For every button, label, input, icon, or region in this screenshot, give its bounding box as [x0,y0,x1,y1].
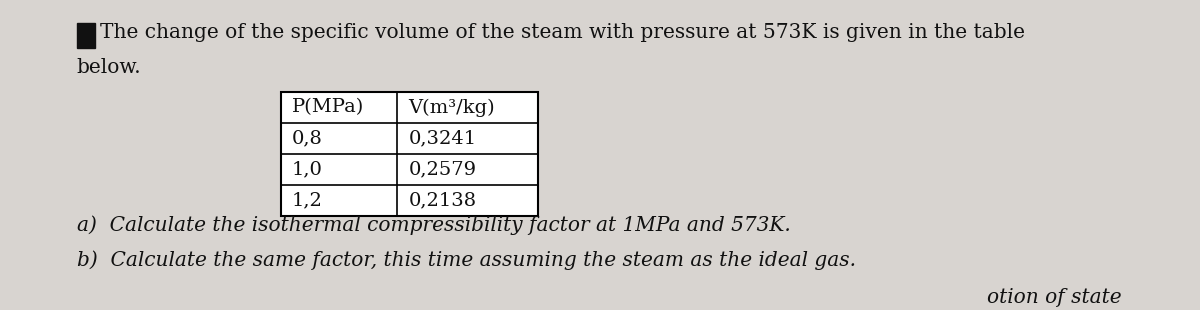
Text: 1,0: 1,0 [292,160,323,178]
Text: V(m³/kg): V(m³/kg) [409,98,496,117]
Text: a)  Calculate the isothermal compressibility factor at 1MPa and 573K.: a) Calculate the isothermal compressibil… [77,215,791,235]
Text: 0,2138: 0,2138 [409,191,476,209]
Text: The change of the specific volume of the steam with pressure at 573K is given in: The change of the specific volume of the… [100,24,1025,42]
Text: 0,3241: 0,3241 [409,129,476,147]
Text: otion of state: otion of state [988,288,1122,307]
Text: 1,2: 1,2 [292,191,323,209]
Text: 0,8: 0,8 [292,129,323,147]
Text: 0,2579: 0,2579 [409,160,476,178]
Text: b)  Calculate the same factor, this time assuming the steam as the ideal gas.: b) Calculate the same factor, this time … [77,250,856,270]
Text: P(MPa): P(MPa) [292,98,364,117]
Text: below.: below. [77,59,142,78]
Bar [281,92,538,216]
FancyBboxPatch shape [77,23,95,48]
